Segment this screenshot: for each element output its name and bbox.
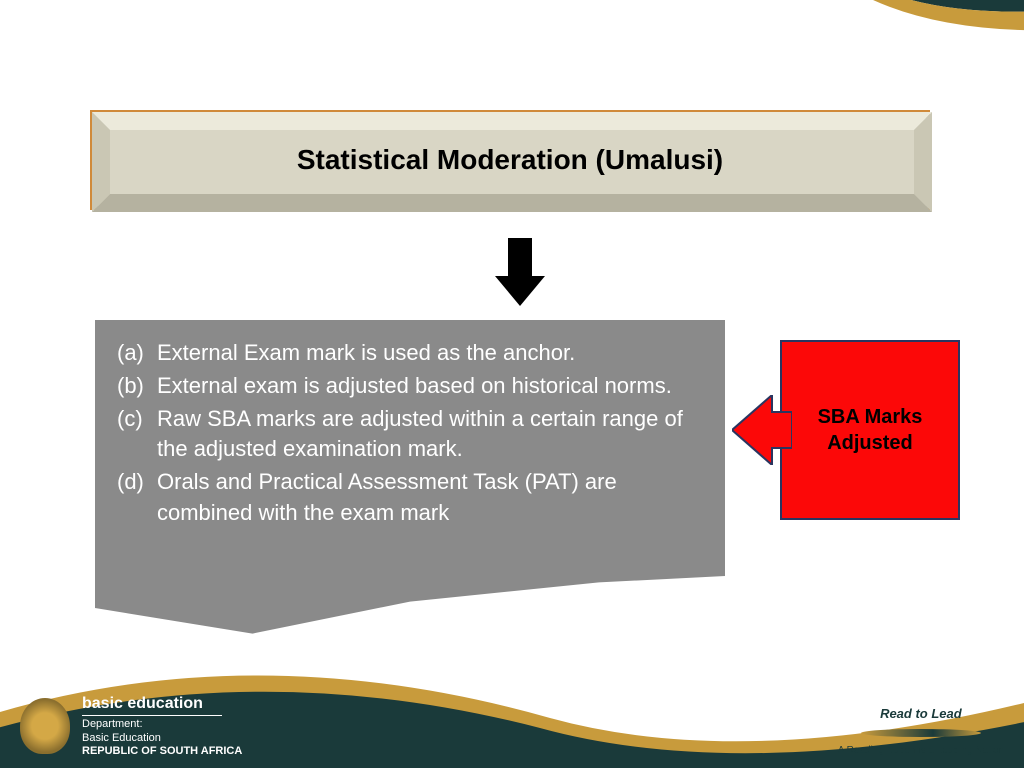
coat-of-arms-icon (20, 698, 70, 754)
callout-group: SBA Marks Adjusted (740, 340, 960, 520)
callout-line1: SBA Marks (818, 406, 923, 428)
footer-right: Read to Lead A Reading Nation is a Leadi… (838, 706, 1004, 756)
brand-name: basic education (82, 694, 242, 713)
department-text: basic education Department: Basic Educat… (82, 694, 242, 758)
list-label: (b) (117, 371, 157, 402)
title-panel: Statistical Moderation (Umalusi) (90, 110, 930, 210)
read-to-lead-title: Read to Lead (838, 706, 1004, 721)
read-to-lead-icon (861, 729, 981, 737)
list-item: (a) External Exam mark is used as the an… (117, 338, 703, 369)
callout-box: SBA Marks Adjusted (780, 340, 960, 520)
read-to-lead-tag: A Reading Nation is a Leading Nation (838, 745, 1004, 756)
content-list: (a) External Exam mark is used as the an… (117, 338, 703, 529)
dept-line2: Basic Education (82, 732, 242, 745)
list-text: Raw SBA marks are adjusted within a cert… (157, 404, 703, 466)
list-label: (a) (117, 338, 157, 369)
list-text: External Exam mark is used as the anchor… (157, 338, 703, 369)
list-item: (c) Raw SBA marks are adjusted within a … (117, 404, 703, 466)
content-panel: (a) External Exam mark is used as the an… (95, 320, 725, 640)
down-arrow-icon (495, 238, 545, 308)
slide-title: Statistical Moderation (Umalusi) (297, 144, 723, 176)
callout-line2: Adjusted (827, 432, 913, 454)
corner-swoosh-top (764, 0, 1024, 100)
footer-left: basic education Department: Basic Educat… (20, 694, 242, 758)
list-label: (d) (117, 467, 157, 529)
list-text: Orals and Practical Assessment Task (PAT… (157, 467, 703, 529)
callout-arrow-icon (732, 395, 792, 465)
dept-line3: REPUBLIC OF SOUTH AFRICA (82, 745, 242, 758)
dept-line1: Department: (82, 718, 242, 731)
list-item: (d) Orals and Practical Assessment Task … (117, 467, 703, 529)
list-item: (b) External exam is adjusted based on h… (117, 371, 703, 402)
list-text: External exam is adjusted based on histo… (157, 371, 703, 402)
list-label: (c) (117, 404, 157, 466)
